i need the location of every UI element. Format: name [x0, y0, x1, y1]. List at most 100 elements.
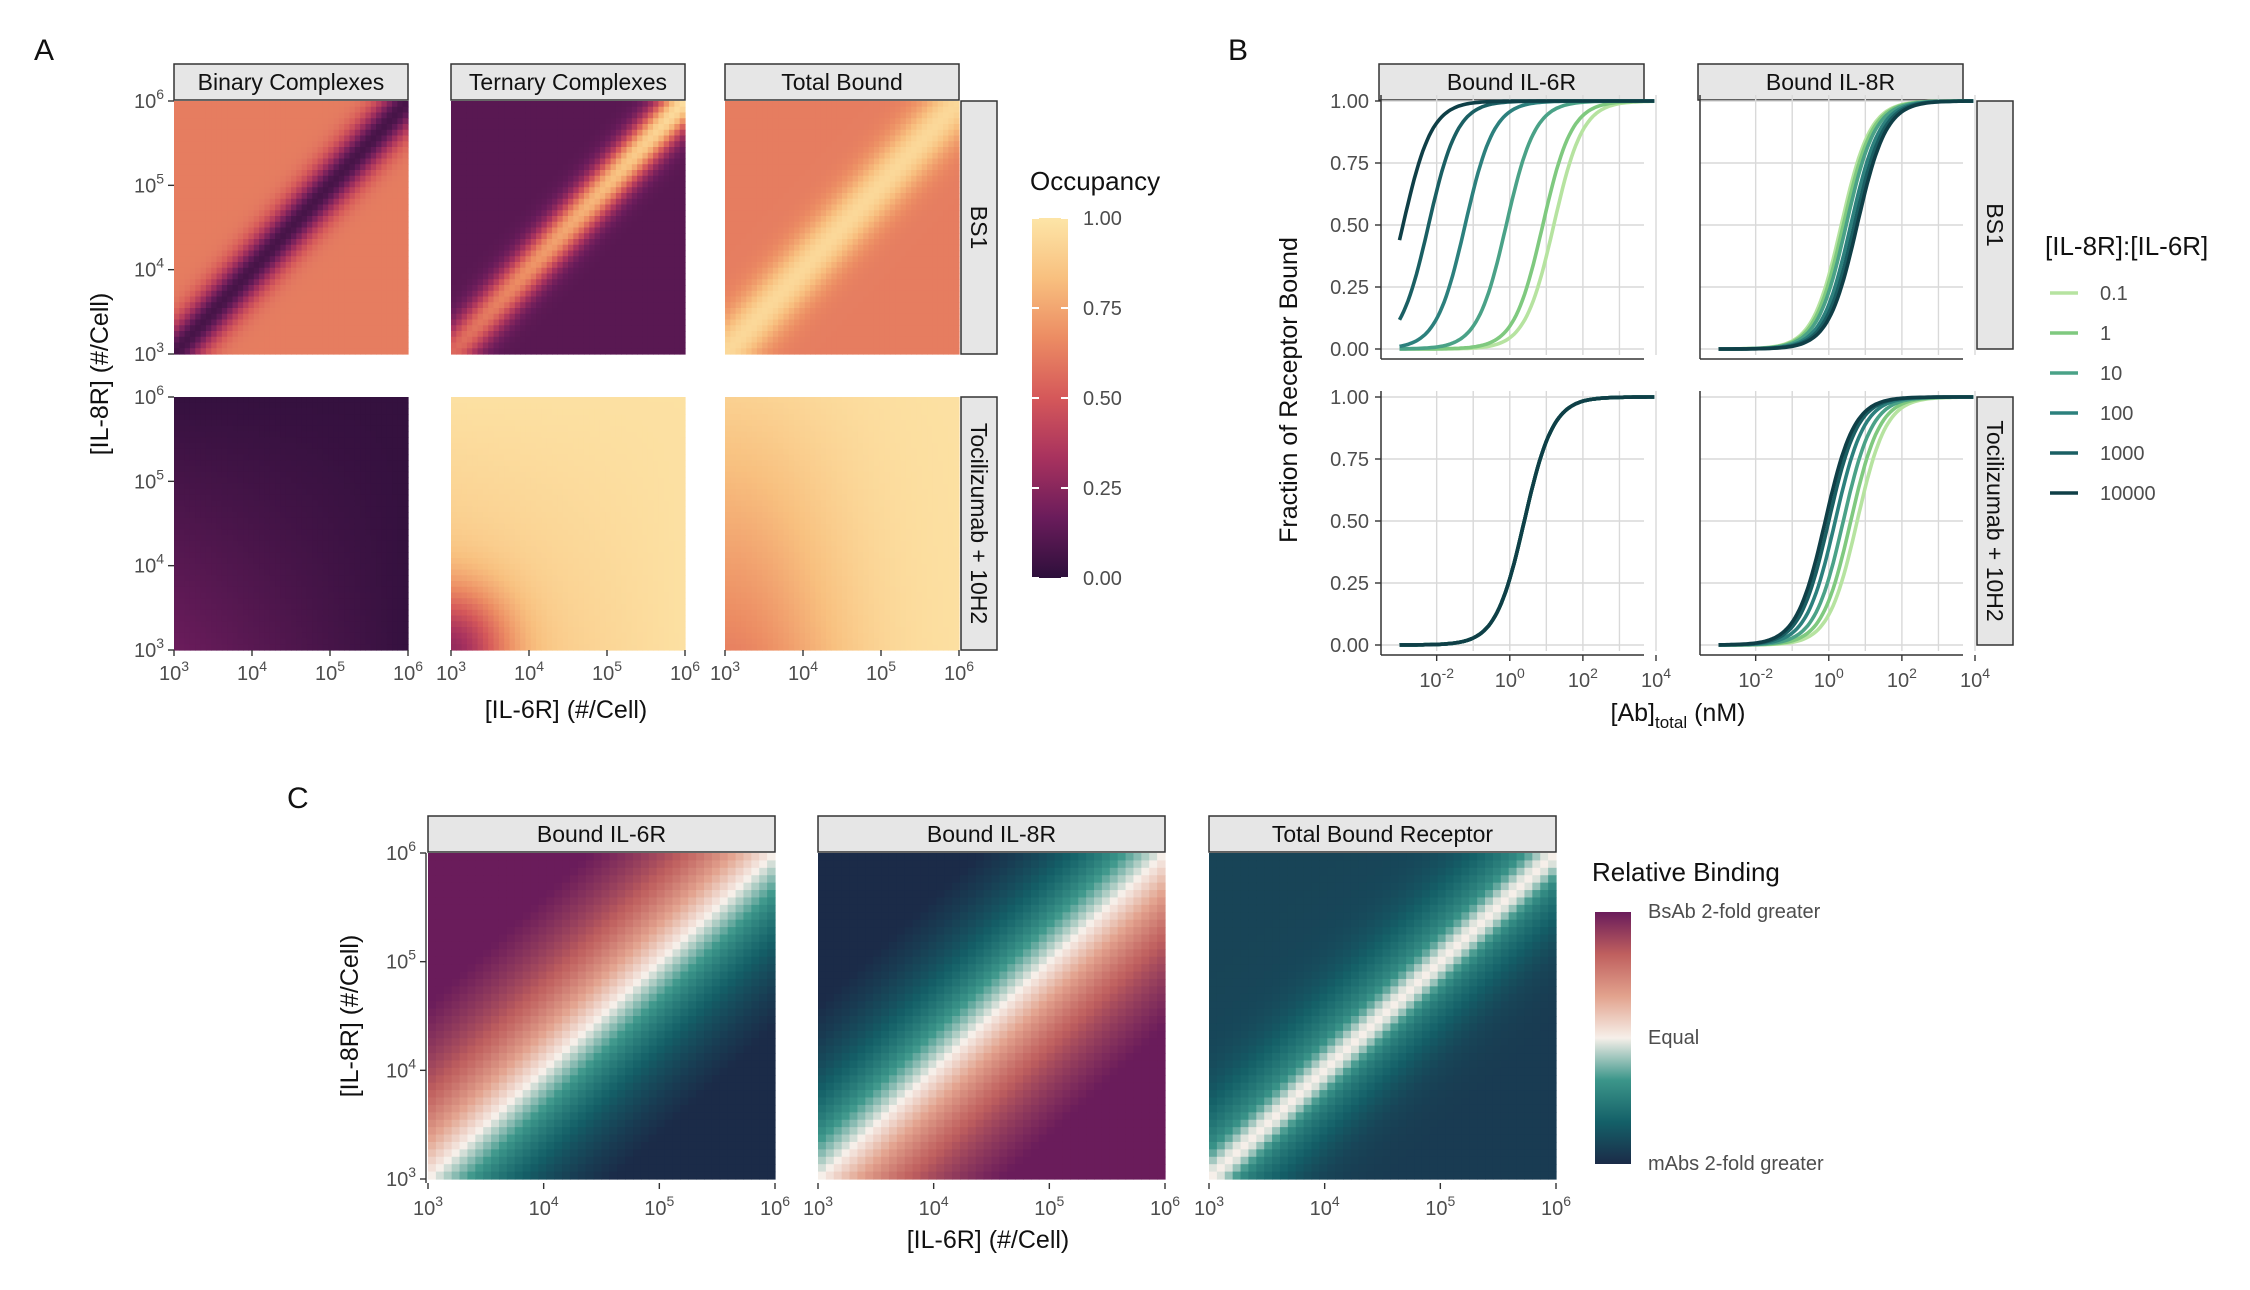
panel-a-y-tick-r1-2: 105 — [134, 466, 164, 493]
panel-a-x-tick-c1-0: 103 — [436, 658, 466, 685]
panel-c-heatmap-1 — [818, 853, 1166, 1180]
panel-a-x-tick-c0-2: 105 — [315, 658, 345, 685]
panel-b-x-tick-c1-3: 104 — [1960, 665, 1990, 692]
panel-a: Binary Complexes Ternary Complexes Total B… — [86, 64, 1160, 724]
panel-b-x-axis-subscript: total — [1655, 713, 1687, 732]
panel-a-x-tick-c1-2: 105 — [592, 658, 622, 685]
panel-b-y-tick-r0-2: 0.50 — [1330, 215, 1369, 237]
ratio-legend-label-1: 1 — [2100, 323, 2111, 345]
panel-a-x-tick-c0-3: 106 — [393, 658, 423, 685]
panel-b-curve-r0-c0-100 — [1400, 101, 1655, 346]
panel-c-x-tick-c0-3: 106 — [760, 1193, 790, 1220]
panel-c-x-tick-c2-2: 105 — [1425, 1193, 1455, 1220]
panel-b-x-tick-c0-3: 104 — [1641, 665, 1671, 692]
panel-c-strip-label-2: Total Bound Receptor — [1272, 821, 1494, 847]
panel-a-heatmap-r1-c0 — [174, 397, 409, 651]
panel-b-curve-r0-c0-10000 — [1400, 101, 1655, 240]
panel-c-strip-label-1: Bound IL-8R — [927, 821, 1056, 847]
panel-b-y-tick-r1-3: 0.75 — [1330, 449, 1369, 471]
panel-a-strip-label-0: Binary Complexes — [198, 69, 385, 95]
panel-b-strip-label-0: Bound IL-6R — [1447, 69, 1576, 95]
panel-a-heatmap-r0-c2 — [725, 101, 960, 355]
panel-b-x-axis-unit: (nM) — [1687, 699, 1745, 727]
panel-c-y-axis-title: [IL-8R] (#/Cell) — [336, 935, 364, 1098]
occupancy-legend-tick-1: 0.75 — [1083, 298, 1122, 320]
panel-c-y-tick-1: 104 — [386, 1055, 416, 1082]
occupancy-legend-title: Occupancy — [1030, 166, 1160, 196]
panel-c-x-tick-c1-0: 103 — [803, 1193, 833, 1220]
panel-b-x-tick-c0-2: 102 — [1568, 665, 1598, 692]
panel-c-x-tick-c1-2: 105 — [1034, 1193, 1064, 1220]
panel-a-strip-label-2: Total Bound — [781, 69, 902, 95]
panel-a-y-tick-r0-0: 103 — [134, 339, 164, 366]
ratio-legend-label-4: 1000 — [2100, 443, 2145, 465]
panel-c-x-tick-c0-2: 105 — [644, 1193, 674, 1220]
occupancy-legend-tick-2: 0.50 — [1083, 388, 1122, 410]
panel-b-y-tick-r0-0: 0.00 — [1330, 339, 1369, 361]
ratio-legend-label-2: 10 — [2100, 363, 2122, 385]
panel-b-x-tick-c1-2: 102 — [1887, 665, 1917, 692]
panel-a-heatmap-r0-c1 — [451, 101, 686, 355]
panel-a-x-tick-c1-1: 104 — [514, 658, 544, 685]
panel-a-row-strip-label-0: BS1 — [966, 206, 992, 249]
panel-b-y-tick-r0-4: 1.00 — [1330, 91, 1369, 113]
panel-c-x-tick-c1-3: 106 — [1150, 1193, 1180, 1220]
relative-binding-legend-label-0: BsAb 2-fold greater — [1648, 901, 1821, 923]
panel-c-x-tick-c0-1: 104 — [529, 1193, 559, 1220]
ratio-legend-label-5: 10000 — [2100, 483, 2156, 505]
panel-a-x-tick-c2-1: 104 — [788, 658, 818, 685]
panel-a-y-axis-title: [IL-8R] (#/Cell) — [86, 293, 114, 456]
panel-b-x-axis-title: [Ab]total (nM) — [1611, 699, 1746, 732]
panel-b-x-tick-c0-1: 100 — [1495, 665, 1525, 692]
panel-b-y-tick-r1-4: 1.00 — [1330, 387, 1369, 409]
panel-b-plot-r0-c1 — [1700, 95, 1975, 359]
panel-c-heatmap-0 — [428, 853, 776, 1180]
panel-c-x-tick-c1-1: 104 — [919, 1193, 949, 1220]
panel-c-heatmap-2 — [1209, 853, 1557, 1180]
ratio-legend-label-3: 100 — [2100, 403, 2133, 425]
panel-c-y-tick-0: 103 — [386, 1164, 416, 1191]
occupancy-legend-tick-3: 0.25 — [1083, 478, 1122, 500]
panel-b-x-tick-c1-0: 10-2 — [1738, 665, 1773, 692]
panel-a-heatmap-r1-c2 — [725, 397, 960, 651]
panel-b-plot-r1-c0 — [1381, 391, 1656, 655]
panel-a-y-tick-r1-3: 106 — [134, 382, 164, 409]
panel-c-x-tick-c2-0: 103 — [1194, 1193, 1224, 1220]
ratio-legend-title: [IL-8R]:[IL-6R] — [2045, 231, 2208, 261]
panel-b-y-axis-title: Fraction of Receptor Bound — [1275, 237, 1303, 543]
panel-a-strip-label-1: Ternary Complexes — [469, 69, 667, 95]
panel-a-y-tick-r1-0: 103 — [134, 635, 164, 662]
panel-c-y-tick-2: 105 — [386, 947, 416, 974]
panel-c-y-tick-3: 106 — [386, 838, 416, 865]
panel-a-row-strip-label-1: Tocilizumab + 10H2 — [966, 423, 992, 624]
panel-a-x-tick-c2-3: 106 — [944, 658, 974, 685]
panel-b-row-strip-label-1: Tocilizumab + 10H2 — [1982, 420, 2008, 621]
panel-b-x-tick-c0-0: 10-2 — [1419, 665, 1454, 692]
panel-label-a: A — [34, 34, 54, 67]
panel-a-x-tick-c2-2: 105 — [866, 658, 896, 685]
panel-b-y-tick-r0-3: 0.75 — [1330, 153, 1369, 175]
panel-a-x-tick-c0-0: 103 — [159, 658, 189, 685]
panel-b-x-axis-main: [Ab] — [1611, 699, 1655, 727]
panel-b-plot-r0-c0 — [1381, 95, 1656, 359]
panel-a-x-tick-c1-3: 106 — [670, 658, 700, 685]
panel-a-x-tick-c2-0: 103 — [710, 658, 740, 685]
occupancy-legend-tick-0: 1.00 — [1083, 208, 1122, 230]
panel-a-x-tick-c0-1: 104 — [237, 658, 267, 685]
panel-b-row-strip-label-0: BS1 — [1982, 203, 2008, 246]
occupancy-legend-tick-4: 0.00 — [1083, 568, 1122, 590]
panel-a-heatmap-r1-c1 — [451, 397, 686, 651]
panel-a-y-tick-r0-3: 106 — [134, 86, 164, 113]
panel-a-y-tick-r0-1: 104 — [134, 255, 164, 282]
panel-b-y-tick-r1-2: 0.50 — [1330, 511, 1369, 533]
panel-b-y-tick-r1-1: 0.25 — [1330, 573, 1369, 595]
panel-a-y-tick-r0-2: 105 — [134, 170, 164, 197]
relative-binding-legend-title: Relative Binding — [1592, 857, 1780, 887]
panel-b-plot-r1-c1 — [1700, 391, 1975, 655]
panel-a-y-tick-r1-1: 104 — [134, 551, 164, 578]
relative-binding-colorbar — [1595, 912, 1631, 1164]
panel-label-c: C — [287, 782, 309, 815]
panel-b-y-tick-r1-0: 0.00 — [1330, 635, 1369, 657]
panel-label-b: B — [1228, 34, 1248, 67]
